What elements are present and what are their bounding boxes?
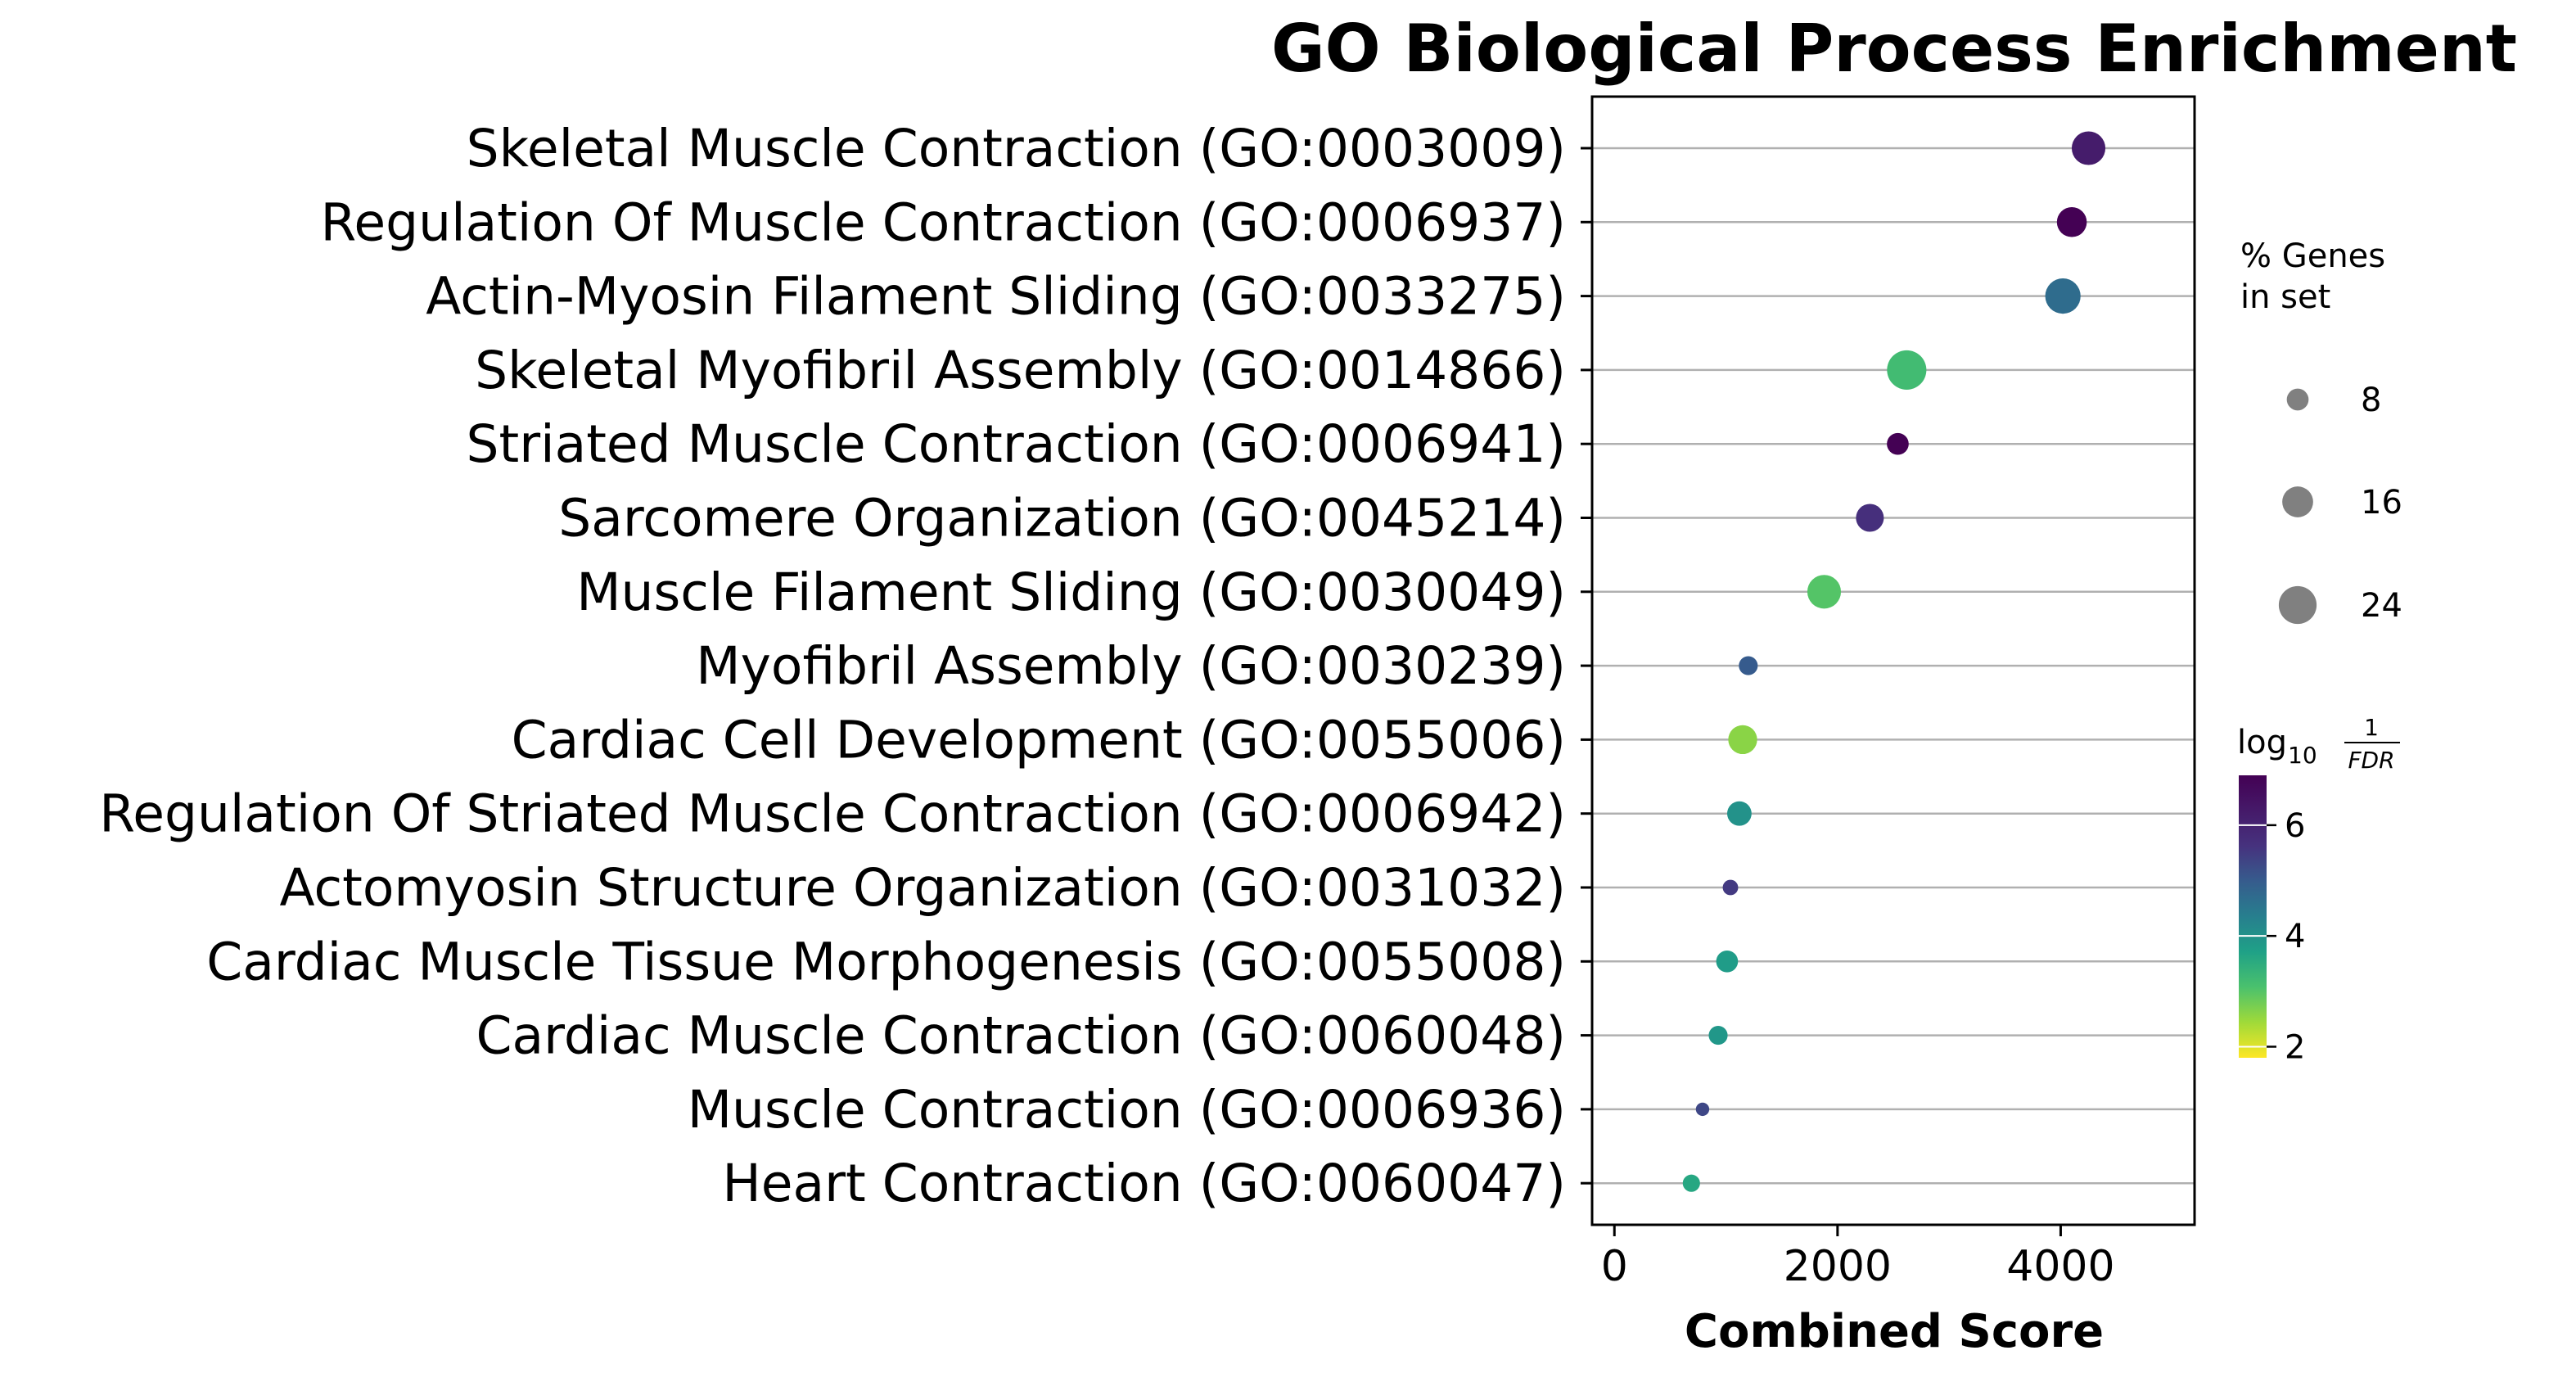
y-tick-label: Sarcomere Organization (GO:0045214) (558, 489, 1566, 549)
y-tick-label: Cardiac Muscle Tissue Morphogenesis (GO:… (206, 932, 1566, 991)
colorbar-ticks: 2 4 6 (2239, 807, 2305, 1066)
colorbar-label-log: log (2237, 724, 2287, 761)
data-point (1727, 801, 1752, 826)
data-point (1887, 350, 1927, 390)
data-point (1695, 1102, 1710, 1117)
colorbar-tick-label: 2 (2285, 1028, 2305, 1066)
y-tick-label: Cardiac Muscle Contraction (GO:0060048) (476, 1006, 1566, 1066)
grid-layer (1592, 147, 2195, 1185)
y-tick-label: Skeletal Muscle Contraction (GO:0003009) (467, 119, 1566, 178)
colorbar-tick-label: 6 (2285, 807, 2305, 845)
data-point (1739, 656, 1758, 675)
colorbar-label-base: 10 (2288, 742, 2317, 769)
y-tick-label: Cardiac Cell Development (GO:0055006) (512, 710, 1566, 770)
size-legend-label: 16 (2361, 484, 2402, 522)
y-tick-label: Skeletal Myofibril Assembly (GO:0014866) (475, 341, 1566, 400)
y-tick-label: Regulation Of Striated Muscle Contractio… (99, 784, 1566, 844)
size-legend-title-line1: % Genes (2240, 237, 2385, 275)
size-legend-items: 8 16 24 (2278, 382, 2402, 625)
size-legend-label: 8 (2361, 382, 2381, 419)
data-point (1682, 1174, 1700, 1192)
y-tick-label: Striated Muscle Contraction (GO:0006941) (467, 414, 1567, 474)
y-labels: Skeletal Muscle Contraction (GO:0003009)… (99, 119, 1592, 1213)
data-point (1856, 504, 1884, 532)
data-point (1716, 950, 1739, 973)
chart-title: GO Biological Process Enrichment (1271, 11, 2517, 87)
y-tick-label: Actin-Myosin Filament Sliding (GO:003327… (426, 267, 1566, 327)
x-ticks: 0 2000 4000 (1601, 1225, 2115, 1291)
colorbar: log 10 1 FDR 2 4 6 (2237, 714, 2400, 1066)
data-point (1728, 725, 1757, 755)
y-tick-label: Muscle Contraction (GO:0006936) (688, 1080, 1566, 1140)
size-legend-marker (2286, 388, 2309, 411)
data-point (2056, 207, 2087, 237)
y-tick-label: Actomyosin Structure Organization (GO:00… (280, 858, 1567, 918)
colorbar-tick-label: 4 (2285, 918, 2305, 955)
data-point (1807, 575, 1842, 609)
data-point (1708, 1026, 1728, 1046)
size-legend-label: 24 (2361, 587, 2402, 625)
y-tick-label: Heart Contraction (GO:0060047) (722, 1154, 1566, 1213)
size-legend: % Genes in set 8 16 24 (2240, 237, 2402, 625)
y-tick-label: Muscle Filament Sliding (GO:0030049) (576, 562, 1566, 622)
size-legend-title-line2: in set (2240, 278, 2330, 316)
x-tick-label: 2000 (1784, 1242, 1892, 1291)
data-point (2045, 278, 2081, 314)
colorbar-label-frac-den: FDR (2348, 747, 2394, 774)
size-legend-marker (2278, 585, 2317, 625)
y-tick-label: Regulation Of Muscle Contraction (GO:000… (320, 192, 1566, 252)
data-point (1722, 879, 1739, 896)
marks-layer (1682, 131, 2106, 1192)
size-legend-marker (2282, 486, 2313, 517)
data-point (2071, 131, 2106, 165)
colorbar-gradient (2239, 775, 2267, 1058)
y-tick-label: Myofibril Assembly (GO:0030239) (696, 636, 1566, 696)
plot-frame (1590, 95, 2196, 1226)
x-tick-label: 0 (1601, 1242, 1628, 1291)
x-axis-label: Combined Score (1685, 1305, 2104, 1358)
data-point (1887, 432, 1909, 455)
x-tick-label: 4000 (2006, 1242, 2114, 1291)
colorbar-label-frac-num: 1 (2364, 714, 2379, 741)
